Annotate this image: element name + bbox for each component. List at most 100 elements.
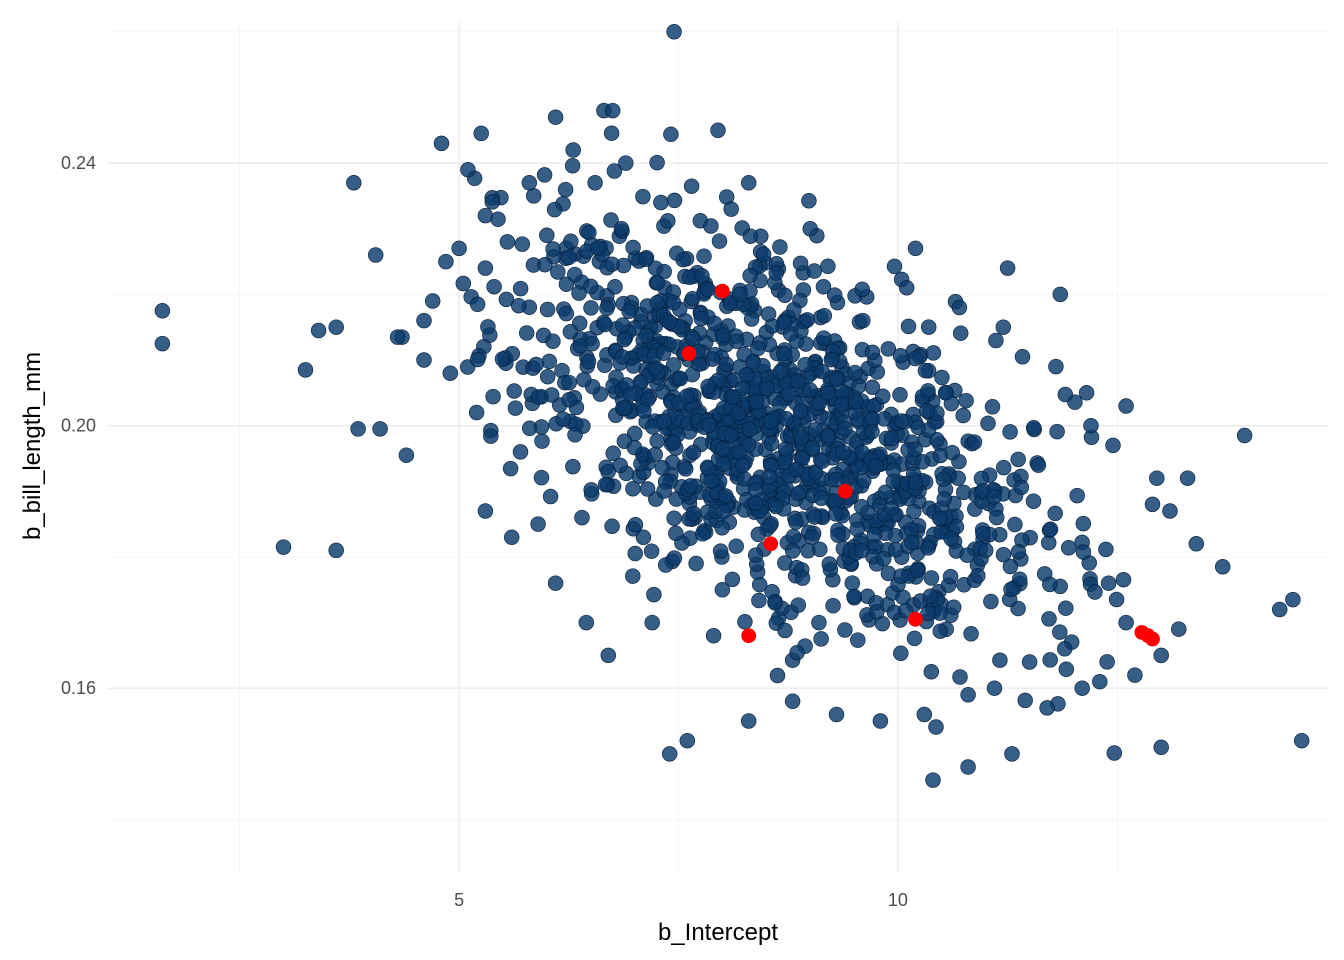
scatter-point bbox=[920, 422, 937, 438]
scatter-point bbox=[1003, 581, 1019, 598]
scatter-point bbox=[860, 504, 876, 521]
scatter-point bbox=[772, 363, 789, 380]
scatter-point bbox=[666, 550, 683, 566]
scatter-point bbox=[1083, 417, 1099, 434]
scatter-point bbox=[558, 305, 575, 322]
scatter-point bbox=[768, 265, 784, 281]
scatter-point bbox=[1149, 470, 1165, 486]
scatter-point bbox=[350, 421, 366, 437]
scatter-point bbox=[310, 322, 327, 339]
scatter-point bbox=[846, 588, 862, 605]
scatter-point bbox=[654, 460, 671, 476]
scatter-point bbox=[607, 279, 623, 295]
scatter-point bbox=[613, 221, 630, 237]
scatter-point bbox=[710, 122, 726, 139]
scatter-point bbox=[738, 367, 755, 383]
scatter-point bbox=[813, 490, 830, 507]
scatter-point bbox=[477, 503, 494, 519]
scatter-point bbox=[975, 526, 991, 542]
scatter-point bbox=[1058, 600, 1074, 616]
scatter-point bbox=[656, 483, 672, 499]
scatter-point bbox=[828, 472, 845, 488]
scatter-point bbox=[797, 356, 813, 373]
scatter-point bbox=[625, 239, 641, 256]
scatter-point bbox=[762, 517, 778, 534]
scatter-point bbox=[952, 669, 968, 685]
scatter-point bbox=[625, 568, 641, 584]
scatter-point bbox=[597, 316, 613, 333]
scatter-point bbox=[1025, 420, 1042, 436]
scatter-point bbox=[1078, 385, 1095, 401]
scatter-point bbox=[922, 588, 939, 605]
scatter-point bbox=[1092, 673, 1108, 690]
scatter-point bbox=[814, 363, 830, 380]
scatter-point bbox=[655, 345, 672, 361]
scatter-point bbox=[986, 489, 1002, 505]
scatter-point bbox=[960, 759, 976, 775]
scatter-point bbox=[604, 102, 621, 119]
scatter-point bbox=[653, 194, 669, 211]
scatter-point bbox=[932, 623, 949, 639]
scatter-point bbox=[811, 614, 827, 631]
scatter-point bbox=[844, 575, 861, 591]
scatter-point bbox=[821, 556, 838, 572]
scatter-point bbox=[786, 301, 802, 318]
scatter-point bbox=[1162, 503, 1178, 519]
scatter-point bbox=[725, 389, 742, 406]
scatter-point bbox=[297, 362, 314, 378]
scatter-point bbox=[506, 383, 522, 399]
y-tick-label: 0.16 bbox=[61, 678, 96, 698]
scatter-point bbox=[755, 246, 772, 263]
scatter-point bbox=[789, 373, 806, 390]
scatter-point bbox=[907, 441, 923, 457]
points bbox=[154, 24, 1310, 788]
scatter-point bbox=[864, 379, 881, 396]
y-tick-label: 0.20 bbox=[61, 416, 96, 436]
scatter-point bbox=[518, 325, 535, 341]
y-axis-title: b_bill_length_mm bbox=[19, 352, 46, 540]
scatter-point bbox=[980, 415, 996, 432]
scatter-point bbox=[627, 516, 644, 533]
scatter-point bbox=[597, 476, 614, 493]
scatter-point bbox=[1100, 575, 1117, 591]
scatter-point bbox=[900, 318, 917, 335]
highlight-point bbox=[763, 536, 779, 552]
scatter-point bbox=[782, 325, 799, 342]
scatter-point bbox=[847, 364, 863, 381]
scatter-point bbox=[714, 441, 731, 457]
scatter-point bbox=[892, 347, 909, 364]
scatter-point bbox=[561, 392, 577, 408]
scatter-point bbox=[528, 356, 544, 373]
scatter-point bbox=[730, 405, 746, 422]
scatter-point bbox=[483, 428, 499, 444]
scatter-point bbox=[944, 444, 960, 461]
scatter-point bbox=[983, 593, 999, 610]
scatter-point bbox=[917, 362, 934, 379]
scatter-point bbox=[826, 287, 843, 303]
scatter-point bbox=[1099, 654, 1115, 670]
scatter-point bbox=[649, 275, 666, 291]
scatter-point bbox=[854, 281, 870, 298]
scatter-point bbox=[507, 400, 524, 416]
scatter-point bbox=[886, 258, 903, 275]
scatter-point bbox=[799, 312, 816, 328]
scatter-point bbox=[855, 312, 871, 329]
scatter-point bbox=[576, 371, 592, 388]
scatter-point bbox=[599, 300, 615, 317]
scatter-point bbox=[1087, 584, 1103, 600]
scatter-point bbox=[919, 403, 935, 419]
scatter-point bbox=[995, 459, 1012, 476]
scatter-point bbox=[793, 429, 810, 446]
scatter-point bbox=[685, 505, 702, 522]
scatter-point bbox=[565, 458, 581, 475]
scatter-point bbox=[988, 332, 1004, 349]
highlight-point bbox=[681, 346, 697, 361]
scatter-point bbox=[682, 478, 699, 494]
scatter-point bbox=[790, 485, 807, 502]
scatter-point bbox=[850, 632, 866, 648]
y-tick-label: 0.24 bbox=[61, 153, 96, 173]
scatter-point bbox=[154, 335, 171, 352]
scatter-point bbox=[1074, 680, 1090, 696]
scatter-point bbox=[864, 344, 881, 361]
scatter-point bbox=[512, 444, 529, 460]
